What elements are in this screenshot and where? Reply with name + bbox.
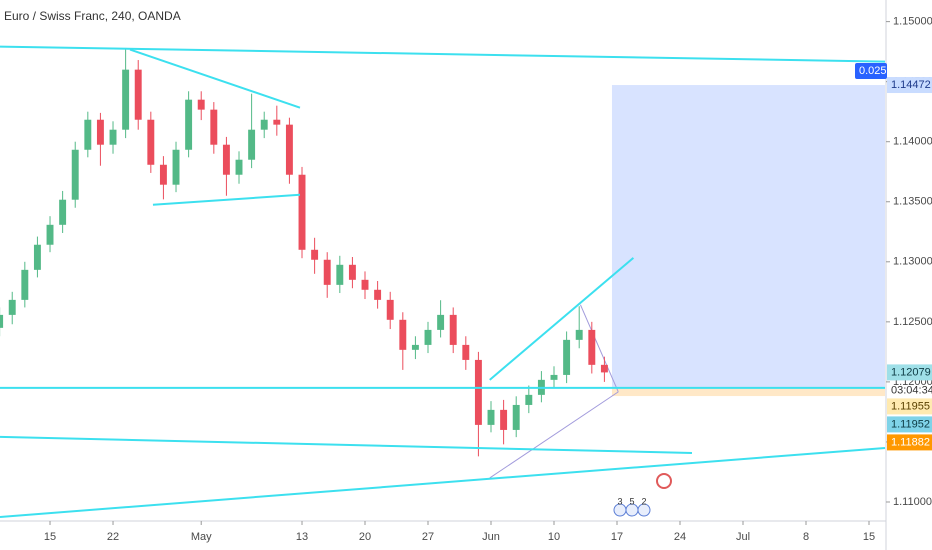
candle-body <box>84 119 92 150</box>
x-tick-label: Jul <box>736 531 750 543</box>
candle-body <box>197 99 205 110</box>
y-tick-label: 1.13500 <box>893 196 932 208</box>
candle-body <box>336 264 344 285</box>
trend-line <box>129 48 301 109</box>
event-icon <box>637 503 651 517</box>
candle-body <box>122 69 130 130</box>
position-target-zone <box>611 85 885 388</box>
candle-body <box>348 264 356 280</box>
candle-body <box>21 269 29 300</box>
candle-body <box>298 174 306 250</box>
candle-body <box>512 404 520 430</box>
price-tag: 1.11952 <box>891 418 930 430</box>
x-tick-label: 24 <box>674 531 686 543</box>
chart-title: Euro / Swiss Franc, 240, OANDA <box>4 9 181 23</box>
candle-body <box>147 119 155 165</box>
candle-body <box>248 129 256 160</box>
x-tick-label: 22 <box>107 531 119 543</box>
candle-body <box>46 224 54 245</box>
event-count: 3 <box>617 496 622 506</box>
candle-body <box>374 289 382 300</box>
candle-body <box>386 299 394 320</box>
ratio-tag: 0.025 <box>859 65 887 77</box>
candle-body <box>424 329 432 345</box>
candle-body <box>474 359 482 425</box>
candle-body <box>8 299 16 315</box>
y-tick-label: 1.13000 <box>893 256 932 268</box>
position-stop-zone <box>611 387 885 397</box>
candle-body <box>563 339 571 375</box>
candle-body <box>235 159 243 175</box>
event-count: 5 <box>629 496 634 506</box>
x-tick-label: 13 <box>296 531 308 543</box>
price-tag-bg <box>887 364 932 381</box>
candle-body <box>222 144 230 175</box>
price-tag: 1.12079 <box>891 366 931 378</box>
ratio-tag-bg <box>855 63 887 80</box>
candle-body <box>500 409 508 430</box>
candle-body <box>185 99 193 150</box>
event-icon <box>656 473 672 489</box>
candle-body <box>172 149 180 185</box>
x-tick-label: 15 <box>44 531 56 543</box>
candle-body <box>285 124 293 175</box>
x-tick-label: 17 <box>611 531 623 543</box>
trend-line <box>489 257 635 381</box>
x-tick-label: 8 <box>803 531 809 543</box>
candle-body <box>33 244 41 270</box>
x-tick-label: Jun <box>482 531 500 543</box>
candle-body <box>59 199 67 225</box>
candle-body <box>323 259 331 285</box>
countdown: 03:04:34 <box>891 384 932 396</box>
candle-body <box>600 364 608 373</box>
pattern-line <box>489 391 619 479</box>
price-tag: 1.11882 <box>891 436 930 448</box>
candle-body <box>487 409 495 425</box>
y-tick-label: 1.11000 <box>893 496 932 508</box>
candle-body <box>0 314 4 328</box>
x-tick-label: 27 <box>422 531 434 543</box>
candle-body <box>550 374 558 380</box>
price-tag: 1.11955 <box>891 400 930 412</box>
price-tag-bg <box>887 416 932 433</box>
x-tick-label: 15 <box>863 531 875 543</box>
candle-body <box>159 164 167 185</box>
trend-line <box>0 45 886 63</box>
candle-body <box>399 319 407 350</box>
trend-line <box>0 435 692 454</box>
candle-body <box>411 344 419 350</box>
candle-body <box>437 314 445 330</box>
event-count: 2 <box>641 496 646 506</box>
price-tag-bg <box>887 77 932 94</box>
y-tick-label: 1.14000 <box>893 136 932 148</box>
candle-body <box>210 109 218 145</box>
candle-body <box>575 329 583 340</box>
y-tick-label: 1.15000 <box>893 16 932 28</box>
candle-body <box>525 394 533 405</box>
trend-line <box>0 446 886 518</box>
candle-body <box>361 279 369 290</box>
candle-body <box>449 314 457 345</box>
x-tick-label: 10 <box>548 531 560 543</box>
trend-line <box>152 193 301 206</box>
pattern-line <box>580 304 619 393</box>
candle-body <box>260 119 268 130</box>
candle-body <box>588 329 596 365</box>
candle-body <box>96 119 104 145</box>
x-tick-label: 20 <box>359 531 371 543</box>
candle-body <box>109 129 117 145</box>
price-tag-bg <box>887 398 932 415</box>
candle-body <box>134 69 142 120</box>
candle-body <box>311 249 319 260</box>
candle-body <box>462 344 470 360</box>
price-tag: 1.14472 <box>891 79 931 91</box>
candle-body <box>273 119 281 125</box>
plot <box>0 45 886 518</box>
x-tick-label: May <box>191 531 212 543</box>
price-tag-bg <box>887 434 932 451</box>
candle-body <box>71 149 79 200</box>
y-tick-label: 1.12500 <box>893 316 932 328</box>
